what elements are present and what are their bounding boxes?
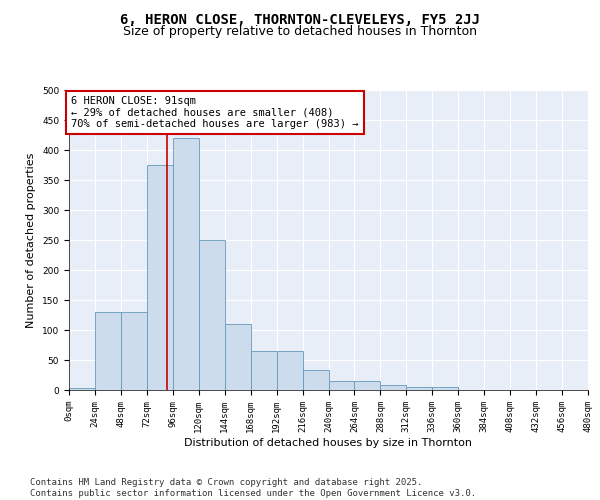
Bar	[121, 312, 147, 390]
Bar	[251, 351, 277, 390]
Bar	[329, 381, 355, 390]
Bar	[69, 388, 95, 390]
Bar	[147, 165, 173, 390]
Text: Contains HM Land Registry data © Crown copyright and database right 2025.
Contai: Contains HM Land Registry data © Crown c…	[30, 478, 476, 498]
Y-axis label: Number of detached properties: Number of detached properties	[26, 152, 37, 328]
Bar	[277, 351, 302, 390]
Text: 6, HERON CLOSE, THORNTON-CLEVELEYS, FY5 2JJ: 6, HERON CLOSE, THORNTON-CLEVELEYS, FY5 …	[120, 12, 480, 26]
X-axis label: Distribution of detached houses by size in Thornton: Distribution of detached houses by size …	[185, 438, 473, 448]
Bar	[380, 385, 406, 390]
Bar	[95, 312, 121, 390]
Text: 6 HERON CLOSE: 91sqm
← 29% of detached houses are smaller (408)
70% of semi-deta: 6 HERON CLOSE: 91sqm ← 29% of detached h…	[71, 96, 359, 129]
Bar	[355, 381, 380, 390]
Bar	[302, 370, 329, 390]
Bar	[432, 387, 458, 390]
Bar	[225, 324, 251, 390]
Bar	[199, 240, 224, 390]
Bar	[406, 387, 432, 390]
Text: Size of property relative to detached houses in Thornton: Size of property relative to detached ho…	[123, 25, 477, 38]
Bar	[173, 138, 199, 390]
